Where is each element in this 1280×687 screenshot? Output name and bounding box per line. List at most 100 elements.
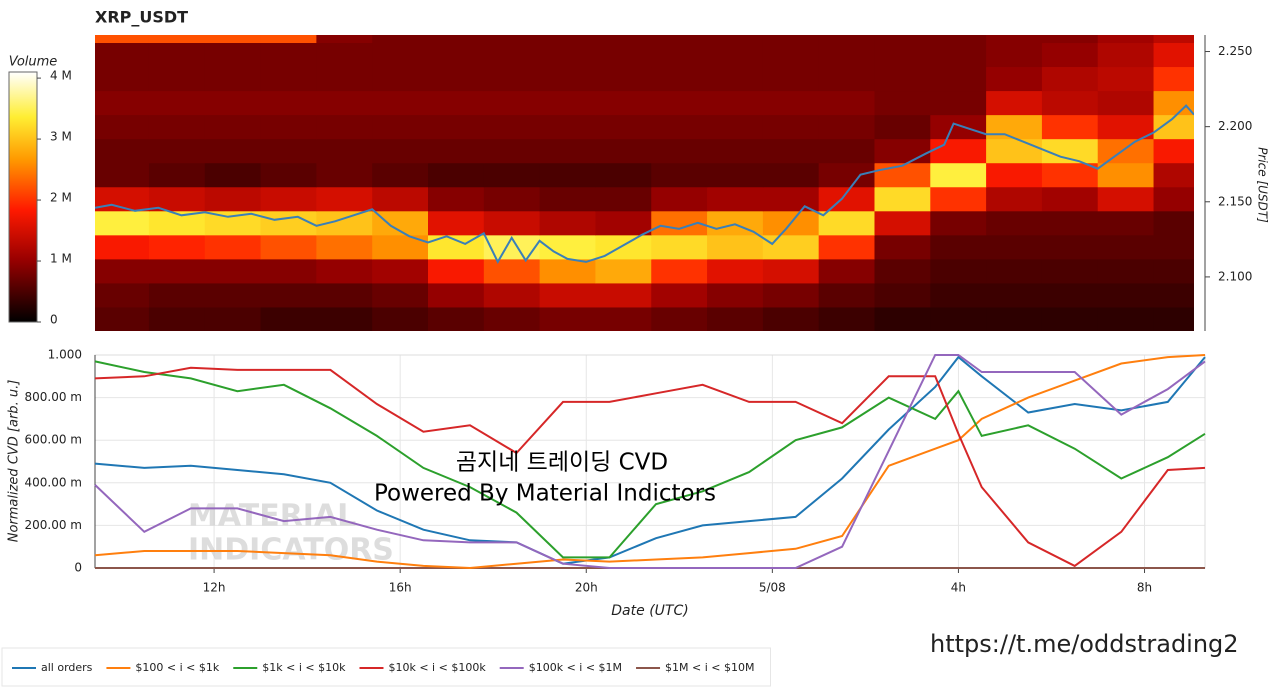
heat-cell <box>986 234 1043 260</box>
heat-cell <box>930 258 987 284</box>
heat-cell <box>1097 35 1155 44</box>
heat-cell <box>1041 306 1099 331</box>
y-tick-label: 1.000 <box>48 348 82 362</box>
legend-label: $100k < i < $1M <box>529 661 622 674</box>
heat-cell <box>260 35 317 44</box>
heat-cell <box>874 138 931 164</box>
y-tick-label: 400.00 m <box>25 475 83 489</box>
legend-label: $100 < i < $1k <box>135 661 219 674</box>
heat-cell <box>1097 138 1155 164</box>
x-tick-label: 8h <box>1137 581 1152 595</box>
heat-cell <box>595 306 652 331</box>
heat-cell <box>595 90 652 116</box>
heat-cell <box>539 114 596 140</box>
heat-cell <box>930 42 987 68</box>
heat-cell <box>930 210 987 236</box>
heat-cell <box>595 258 652 284</box>
heat-cell <box>930 90 987 116</box>
heat-cell <box>1153 282 1194 308</box>
heat-cell <box>707 90 764 116</box>
heat-cell <box>372 258 429 284</box>
heat-cell <box>539 138 596 164</box>
heat-cell <box>428 90 485 116</box>
heat-cell <box>204 282 262 308</box>
heat-cell <box>539 66 596 92</box>
annotation: Powered By Material Indictors <box>374 481 716 507</box>
heat-cell <box>1097 162 1155 188</box>
heat-cell <box>204 186 262 212</box>
heat-cell <box>707 234 764 260</box>
x-tick-label: 16h <box>389 581 412 595</box>
colorbar-title: Volume <box>9 55 58 70</box>
heat-cell <box>148 42 206 68</box>
heat-cell <box>1041 90 1099 116</box>
heat-cell <box>316 90 373 116</box>
heat-cell <box>204 42 262 68</box>
heat-cell <box>260 162 317 188</box>
heat-cell <box>595 186 652 212</box>
heat-cell <box>260 258 317 284</box>
heat-cell <box>762 138 820 164</box>
heat-cell <box>651 162 708 188</box>
heat-cell <box>428 186 485 212</box>
heat-cell <box>1041 114 1099 140</box>
heat-cell <box>818 234 875 260</box>
heat-cell <box>539 162 596 188</box>
heat-cell <box>986 114 1043 140</box>
x-tick-label: 20h <box>575 581 598 595</box>
heat-cell <box>316 282 373 308</box>
heat-cell <box>874 114 931 140</box>
heat-cell <box>316 42 373 68</box>
x-axis-title: Date (UTC) <box>611 603 688 619</box>
heat-cell <box>1097 258 1155 284</box>
heat-cell <box>148 66 206 92</box>
heat-cell <box>651 114 708 140</box>
heat-cell <box>204 234 262 260</box>
heat-cell <box>316 35 373 44</box>
heat-cell <box>483 186 541 212</box>
heat-cell <box>539 258 596 284</box>
heat-cell <box>818 162 875 188</box>
heat-cell <box>539 282 596 308</box>
heat-cell <box>595 210 652 236</box>
heat-cell <box>1097 114 1155 140</box>
heat-cell <box>818 90 875 116</box>
heat-cell <box>874 35 931 44</box>
heat-cell <box>148 90 206 116</box>
heat-cell <box>874 210 931 236</box>
chart-title: XRP_USDT <box>95 8 188 27</box>
heat-cell <box>539 186 596 212</box>
x-tick-label: 4h <box>951 581 966 595</box>
y-tick-label: 600.00 m <box>25 433 83 447</box>
link[interactable]: https://t.me/oddstrading2 <box>930 630 1239 658</box>
heat-cell <box>428 210 485 236</box>
heat-cell <box>148 138 206 164</box>
x-tick-label: 5/08 <box>759 581 786 595</box>
heat-cell <box>316 186 373 212</box>
heat-cell <box>986 162 1043 188</box>
heat-cell <box>1097 66 1155 92</box>
heat-cell <box>986 138 1043 164</box>
heat-cell <box>539 90 596 116</box>
heat-cell <box>707 138 764 164</box>
colorbar-tick-label: 3 M <box>50 130 72 144</box>
y-tick-label: 2.200 <box>1218 119 1252 133</box>
heat-cell <box>986 66 1043 92</box>
heat-cell <box>1041 66 1099 92</box>
heat-cell <box>95 42 150 68</box>
heat-cell <box>204 114 262 140</box>
heat-cell <box>595 162 652 188</box>
heat-cell <box>539 210 596 236</box>
heat-cell <box>372 282 429 308</box>
y-tick-label: 800.00 m <box>25 390 83 404</box>
heat-cell <box>707 66 764 92</box>
heat-cell <box>874 258 931 284</box>
heat-cell <box>930 186 987 212</box>
heat-cell <box>483 42 541 68</box>
heat-cell <box>372 186 429 212</box>
heat-cell <box>372 138 429 164</box>
heat-cell <box>930 234 987 260</box>
heat-cell <box>762 162 820 188</box>
heat-cell <box>260 66 317 92</box>
